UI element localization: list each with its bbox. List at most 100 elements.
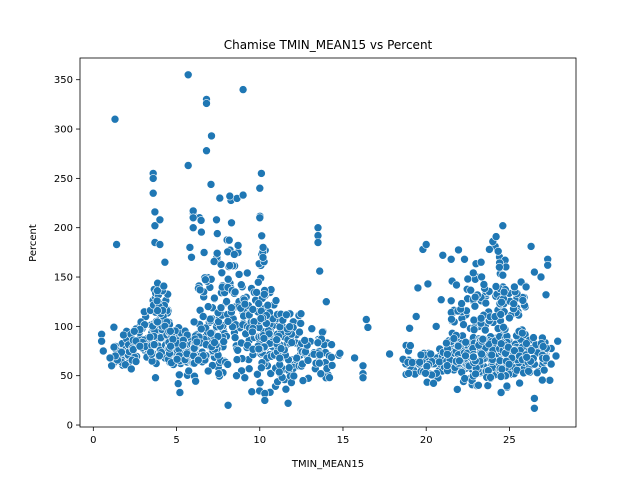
data-point: [469, 325, 479, 335]
data-point: [201, 275, 210, 285]
data-point: [256, 314, 266, 323]
data-point: [196, 216, 206, 225]
data-point: [146, 347, 155, 357]
data-point: [292, 353, 302, 363]
data-point: [321, 297, 331, 307]
data-point: [155, 215, 165, 225]
data-point: [110, 114, 120, 124]
data-point: [457, 299, 466, 308]
data-point: [178, 340, 188, 350]
data-point: [173, 379, 183, 388]
data-point: [477, 272, 486, 282]
data-point: [230, 250, 239, 259]
data-point: [415, 357, 425, 367]
data-point: [195, 285, 205, 295]
y-tick-label: 50: [60, 371, 73, 382]
data-point: [192, 337, 202, 347]
data-point: [271, 296, 281, 305]
data-point: [148, 188, 158, 198]
data-point: [197, 324, 206, 334]
data-point: [509, 299, 519, 309]
data-point: [447, 314, 456, 324]
data-point: [429, 378, 438, 388]
data-point: [481, 298, 491, 308]
data-point: [541, 290, 551, 300]
data-point: [300, 336, 310, 345]
data-point: [206, 314, 215, 324]
data-point: [422, 362, 432, 371]
data-point: [496, 388, 506, 397]
data-point: [150, 221, 160, 230]
data-point: [225, 261, 234, 270]
data-point: [446, 296, 456, 306]
data-point: [259, 334, 269, 343]
data-point: [460, 254, 469, 264]
data-point: [480, 325, 490, 335]
data-point: [476, 313, 486, 323]
data-point: [219, 337, 228, 346]
data-point: [487, 350, 497, 360]
x-tick-label: 25: [503, 435, 516, 446]
data-point: [483, 381, 493, 390]
data-point: [307, 324, 317, 334]
data-point: [358, 361, 368, 371]
data-point: [313, 338, 323, 348]
data-point: [461, 337, 471, 347]
data-point: [510, 282, 519, 292]
data-point: [543, 260, 553, 270]
data-point: [135, 341, 145, 351]
data-point: [281, 384, 291, 394]
data-point: [493, 247, 503, 256]
data-point: [313, 238, 323, 247]
data-point: [194, 355, 203, 365]
data-point: [296, 319, 306, 328]
data-point: [148, 174, 158, 183]
data-point: [479, 280, 489, 289]
data-point: [212, 249, 222, 258]
data-point: [131, 357, 141, 366]
data-point: [210, 338, 219, 347]
data-point: [166, 341, 175, 351]
data-point: [498, 270, 508, 280]
data-point: [216, 303, 226, 313]
data-point: [496, 310, 506, 319]
data-point: [223, 360, 232, 369]
data-point: [238, 190, 248, 200]
data-point: [255, 378, 265, 388]
x-axis-title: TMIN_MEAN15: [291, 459, 364, 470]
data-point: [517, 328, 527, 338]
data-point: [223, 317, 233, 326]
data-point: [244, 364, 254, 374]
data-point: [295, 327, 304, 337]
data-point: [185, 243, 195, 252]
y-tick-label: 150: [54, 273, 73, 284]
data-point: [149, 340, 159, 349]
data-point: [183, 70, 193, 80]
data-point: [436, 295, 446, 305]
points-layer: [97, 70, 563, 413]
data-point: [452, 385, 462, 394]
data-point: [209, 257, 219, 266]
data-point: [255, 213, 265, 223]
data-point: [230, 333, 240, 342]
data-point: [202, 146, 211, 155]
data-point: [530, 394, 539, 403]
data-point: [505, 313, 514, 323]
data-point: [199, 248, 209, 257]
data-point: [405, 323, 414, 333]
data-point: [248, 327, 257, 337]
data-point: [130, 326, 139, 336]
data-point: [203, 302, 213, 311]
data-point: [243, 268, 252, 278]
data-point: [266, 369, 276, 378]
data-point: [469, 352, 478, 362]
data-point: [222, 297, 231, 306]
data-point: [259, 289, 269, 299]
data-point: [518, 296, 528, 305]
data-point: [254, 299, 264, 308]
data-point: [175, 388, 185, 397]
data-point: [189, 317, 199, 327]
data-point: [315, 358, 324, 368]
